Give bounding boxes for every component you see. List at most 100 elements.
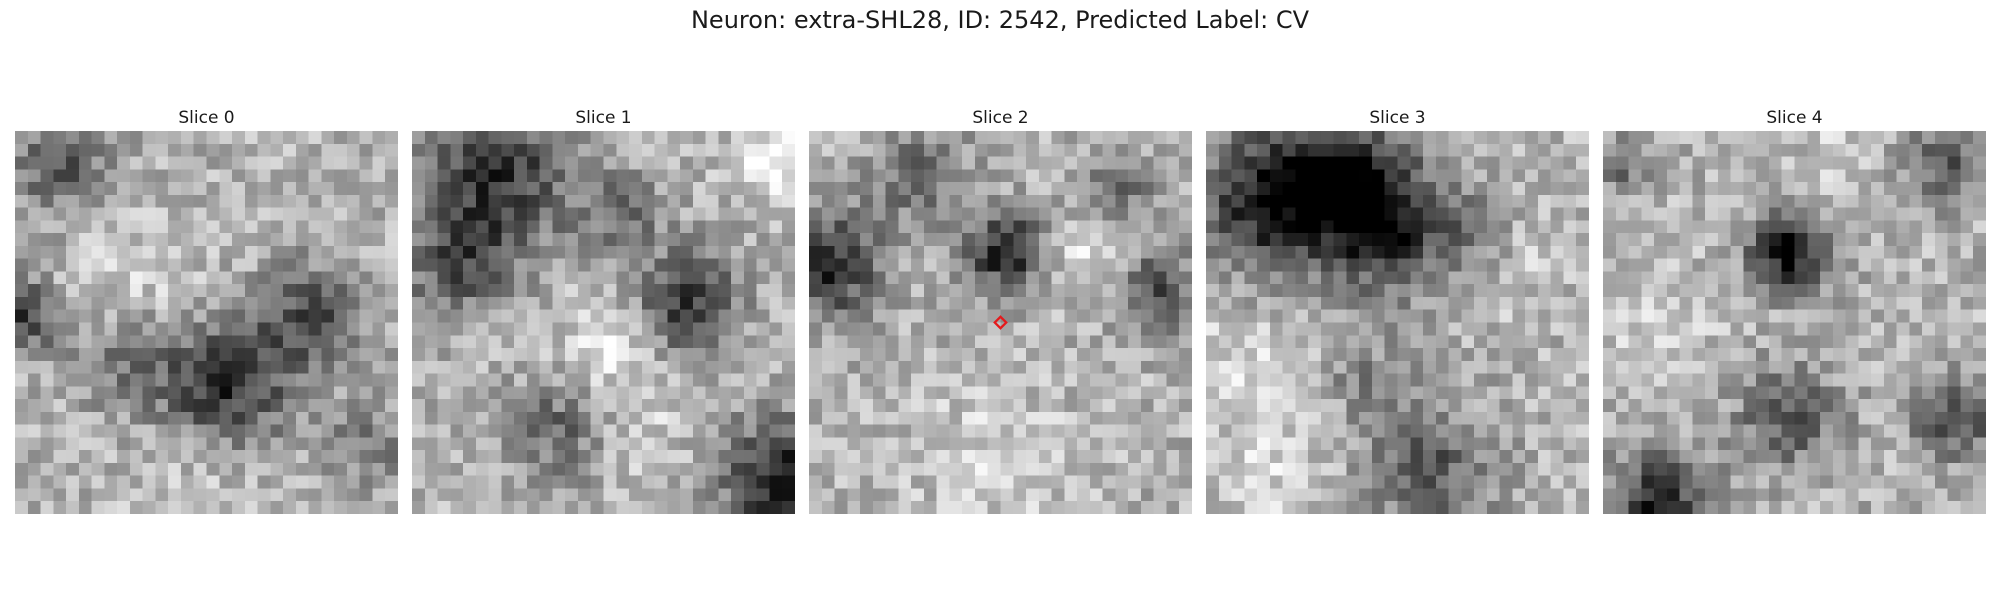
pixel <box>1397 245 1411 259</box>
pixel <box>898 373 912 387</box>
pixel <box>1077 348 1091 362</box>
pixel <box>641 399 655 413</box>
pixel <box>654 488 668 502</box>
pixel <box>1499 386 1513 400</box>
pixel <box>283 309 297 323</box>
pixel <box>1947 437 1961 451</box>
pixel <box>1026 386 1040 400</box>
pixel <box>1282 258 1296 272</box>
pixel <box>321 462 335 476</box>
pixel <box>1922 194 1936 208</box>
pixel <box>1883 271 1897 285</box>
pixel <box>1102 207 1116 221</box>
pixel <box>1206 194 1220 208</box>
pixel <box>1858 450 1872 464</box>
pixel <box>616 143 630 157</box>
pixel <box>66 411 80 425</box>
pixel <box>1781 501 1795 514</box>
pixel <box>974 501 988 514</box>
pixel <box>232 156 246 170</box>
pixel <box>1947 411 1961 425</box>
pixel <box>1883 475 1897 489</box>
pixel <box>616 322 630 336</box>
pixel <box>142 156 156 170</box>
pixel <box>372 450 386 464</box>
pixel <box>1231 386 1245 400</box>
pixel <box>667 424 681 438</box>
pixel <box>1756 399 1770 413</box>
pixel <box>705 360 719 374</box>
pixel <box>1525 348 1539 362</box>
pixel <box>769 437 783 451</box>
pixel <box>923 284 937 298</box>
pixel <box>1705 296 1719 310</box>
pixel <box>1794 488 1808 502</box>
pixel <box>1756 411 1770 425</box>
pixel <box>1576 411 1589 425</box>
pixel <box>1603 424 1617 438</box>
pixel <box>1333 450 1347 464</box>
pixel <box>1333 207 1347 221</box>
pixel <box>1461 399 1475 413</box>
pixel <box>1000 399 1014 413</box>
pixel <box>129 411 143 425</box>
pixel <box>860 143 874 157</box>
pixel <box>1384 296 1398 310</box>
pixel <box>872 245 886 259</box>
pixel <box>629 182 643 196</box>
pixel <box>1756 309 1770 323</box>
pixel <box>1909 437 1923 451</box>
pixel <box>321 373 335 387</box>
pixel <box>590 220 604 234</box>
pixel <box>1089 437 1103 451</box>
pixel <box>923 360 937 374</box>
pixel <box>731 462 745 476</box>
pixel <box>244 169 258 183</box>
pixel <box>437 156 451 170</box>
pixel <box>193 220 207 234</box>
pixel <box>1947 322 1961 336</box>
pixel <box>1397 233 1411 247</box>
pixel <box>1947 373 1961 387</box>
pixel <box>1115 348 1129 362</box>
pixel <box>1768 501 1782 514</box>
pixel <box>501 296 515 310</box>
pixel <box>1206 501 1220 514</box>
pixel <box>1550 399 1564 413</box>
pixel <box>769 182 783 196</box>
pixel <box>488 169 502 183</box>
pixel <box>1206 309 1220 323</box>
pixel <box>1896 399 1910 413</box>
pixel <box>1896 309 1910 323</box>
pixel <box>1320 373 1334 387</box>
pixel <box>1231 182 1245 196</box>
pixel <box>27 131 41 145</box>
pixel <box>1743 373 1757 387</box>
pixel <box>1563 296 1577 310</box>
pixel <box>295 475 309 489</box>
pixel <box>834 386 848 400</box>
pixel <box>1359 233 1373 247</box>
pixel <box>232 399 246 413</box>
pixel <box>1051 284 1065 298</box>
pixel <box>1794 437 1808 451</box>
pixel <box>1257 156 1271 170</box>
pixel <box>1550 450 1564 464</box>
pixel <box>1346 348 1360 362</box>
pixel <box>372 322 386 336</box>
pixel <box>1166 296 1180 310</box>
pixel <box>1128 335 1142 349</box>
pixel <box>193 424 207 438</box>
pixel <box>1153 399 1167 413</box>
pixel <box>1563 437 1577 451</box>
pixel <box>53 424 67 438</box>
pixel <box>1051 220 1065 234</box>
pixel <box>1743 143 1757 157</box>
pixel <box>1743 386 1757 400</box>
pixel <box>872 322 886 336</box>
pixel <box>1410 501 1424 514</box>
pixel <box>232 143 246 157</box>
pixel <box>1038 475 1052 489</box>
pixel <box>1730 424 1744 438</box>
pixel <box>705 284 719 298</box>
